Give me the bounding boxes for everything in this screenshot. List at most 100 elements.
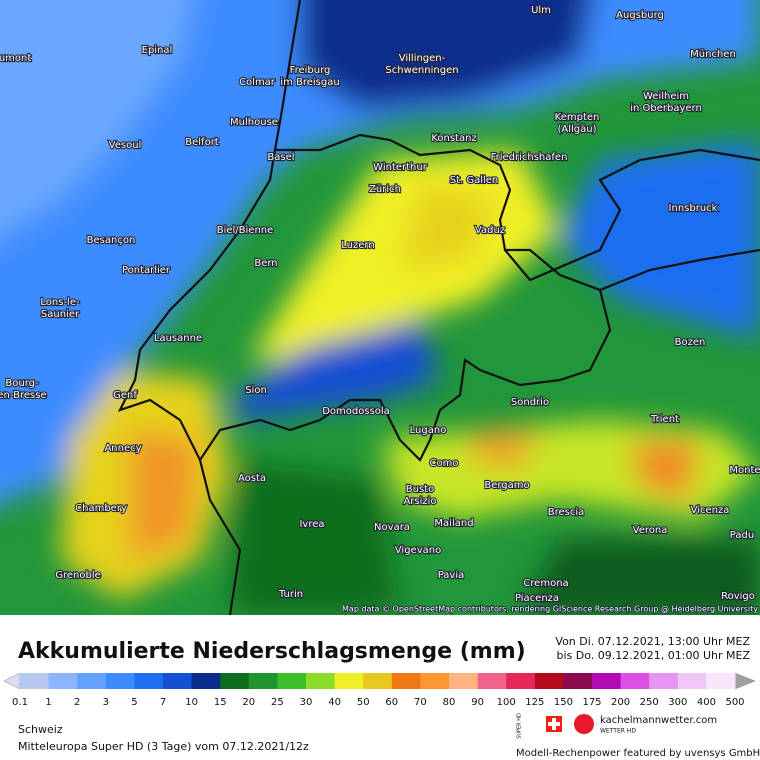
city-label: Biel/Bienne xyxy=(217,225,274,236)
legend-swatch xyxy=(248,673,278,689)
legend-label: 15 xyxy=(214,697,227,708)
city-label: Innsbruck xyxy=(669,203,718,214)
city-label: Grenoble xyxy=(55,570,101,581)
badge: SUPER HD xyxy=(517,713,523,739)
city-label: Villingen- xyxy=(399,53,446,64)
city-label: Bozen xyxy=(675,337,706,348)
borders xyxy=(117,0,760,615)
city-label: Rovigo xyxy=(721,591,755,602)
legend-swatch xyxy=(306,673,336,689)
city-label: Colmar xyxy=(239,77,276,88)
title: Akkumulierte Niederschlagsmenge (mm) xyxy=(18,639,526,664)
city-label: Basel xyxy=(267,152,294,163)
city-label: Sion xyxy=(245,385,267,396)
legend-label: 10 xyxy=(185,697,198,708)
city-label: Arsizio xyxy=(403,496,436,507)
legend-swatch xyxy=(334,673,364,689)
legend-label: 80 xyxy=(443,697,456,708)
city-label: Vicenza xyxy=(691,505,730,516)
city-label: Vesoul xyxy=(109,140,142,151)
legend-swatch xyxy=(134,673,164,689)
legend-swatch xyxy=(163,673,193,689)
city-label: Schwenningen xyxy=(385,65,458,76)
legend-label: 200 xyxy=(611,697,630,708)
city-label: Vaduz xyxy=(475,225,505,236)
city-label: St. Gallen xyxy=(450,175,499,186)
legend-label: 20 xyxy=(242,697,255,708)
city-label: Turin xyxy=(278,589,303,600)
color-legend: 0.1 1 2 3 5 7 10 15 20 25 30 40 50 60 70 80 90 100 125 150 1… xyxy=(3,672,756,708)
legend-swatch xyxy=(191,673,221,689)
city-label: Verona xyxy=(633,525,668,536)
brand-logo xyxy=(574,714,594,734)
legend-panel: Akkumulierte Niederschlagsmenge (mm) Von… xyxy=(3,635,760,759)
model-run: Mitteleuropa Super HD (3 Tage) vom 07.12… xyxy=(18,740,309,753)
city-label: Weilheim xyxy=(643,91,689,102)
city-label: Novara xyxy=(374,522,410,533)
city-label: Lausanne xyxy=(154,333,202,344)
city-label: Genf xyxy=(113,390,137,401)
city-label: Chambery xyxy=(75,503,127,514)
legend-swatch xyxy=(649,673,679,689)
legend-swatch xyxy=(563,673,593,689)
legend-label: 40 xyxy=(328,697,341,708)
city-label: im Breisgau xyxy=(280,77,339,88)
city-label: Pontarlier xyxy=(122,265,171,276)
legend-label: 500 xyxy=(725,697,744,708)
city-label: Winterthur xyxy=(373,162,428,173)
legend-label: 250 xyxy=(640,697,659,708)
legend-swatch xyxy=(449,673,479,689)
legend-label: 60 xyxy=(385,697,398,708)
attribution: Map data © OpenStreetMap contributors, r… xyxy=(342,605,758,614)
precipitation-map: Map data © OpenStreetMap contributors, r… xyxy=(0,0,760,615)
legend-label: 5 xyxy=(131,697,137,708)
legend-label: 0.1 xyxy=(12,697,28,708)
legend-over-arrow xyxy=(734,672,756,690)
city-label: Piacenza xyxy=(515,593,559,604)
city-label: Annecy xyxy=(104,443,141,454)
legend-label: 30 xyxy=(300,697,313,708)
legend-swatch xyxy=(105,673,135,689)
city-label: Augsburg xyxy=(616,10,664,21)
legend-label: 3 xyxy=(103,697,109,708)
city-label: Padu xyxy=(730,530,754,541)
brand-sub: WETTER HD xyxy=(600,728,636,735)
legend-label: 175 xyxy=(582,697,601,708)
city-label: (Allgäu) xyxy=(557,124,596,135)
legend-label: 25 xyxy=(271,697,284,708)
city-label: Luzern xyxy=(341,240,374,251)
legend-swatch xyxy=(534,673,564,689)
legend-label: 90 xyxy=(471,697,484,708)
city-label: Vigevano xyxy=(395,545,441,556)
legend-swatch xyxy=(506,673,536,689)
city-label: Monte xyxy=(729,465,760,476)
city-label: München xyxy=(690,49,736,60)
legend-swatch xyxy=(677,673,707,689)
region: Schweiz xyxy=(18,723,63,736)
legend-label: 400 xyxy=(697,697,716,708)
brand: kachelmannwetter.com xyxy=(600,715,717,726)
city-label: Belfort xyxy=(185,137,219,148)
city-label: Brescia xyxy=(548,507,585,518)
legend-swatch xyxy=(277,673,307,689)
city-label: Kempten xyxy=(555,112,600,123)
city-label: Sondrio xyxy=(511,397,549,408)
city-label: Konstanz xyxy=(431,133,476,144)
city-label: Bern xyxy=(254,258,277,269)
legend-label: 300 xyxy=(668,697,687,708)
city-label: Aosta xyxy=(238,473,266,484)
valid-from: Von Di. 07.12.2021, 13:00 Uhr MEZ xyxy=(555,635,750,648)
legend-swatch xyxy=(220,673,250,689)
city-label: Ivrea xyxy=(299,519,324,530)
legend-swatch xyxy=(77,673,107,689)
city-label: Friedrichshafen xyxy=(491,152,568,163)
city-label: Freiburg xyxy=(290,65,331,76)
city-label: Mailand xyxy=(434,518,473,529)
legend-label: 150 xyxy=(554,697,573,708)
legend-swatch xyxy=(391,673,421,689)
city-label: Domodossola xyxy=(322,406,390,417)
city-label: Bergamo xyxy=(484,480,529,491)
city-label: Cremona xyxy=(523,578,568,589)
city-label: Lugano xyxy=(410,425,447,436)
